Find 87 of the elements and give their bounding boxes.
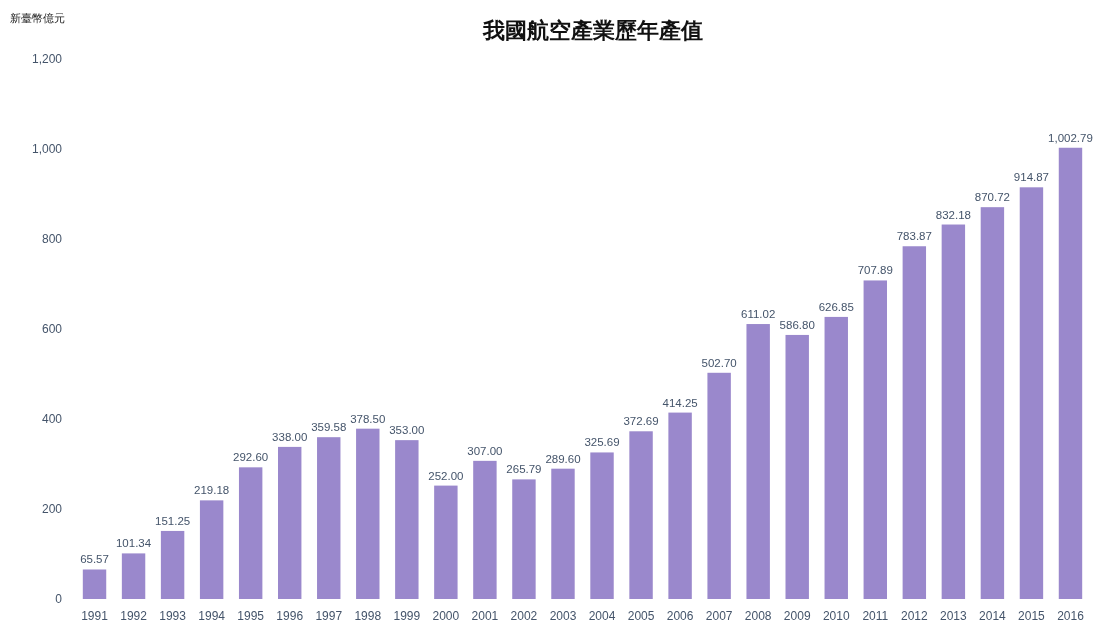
data-label: 65.57 (80, 553, 109, 566)
data-label: 783.87 (896, 230, 932, 243)
y-tick-label: 200 (41, 502, 63, 516)
x-tick-label: 2008 (744, 609, 772, 622)
x-tick-label: 1992 (120, 609, 148, 622)
data-label: 611.02 (741, 308, 776, 321)
x-tick-label: 2000 (432, 609, 460, 622)
data-label: 832.18 (935, 208, 971, 221)
bar (1058, 147, 1083, 599)
bar (551, 468, 575, 599)
bar (473, 460, 497, 599)
data-label: 292.60 (233, 451, 269, 464)
y-tick-label: 800 (41, 232, 63, 246)
data-label: 338.00 (272, 430, 308, 443)
bar (434, 485, 458, 599)
bar (160, 530, 185, 599)
x-tick-label: 1991 (81, 609, 109, 622)
x-tick-label: 2012 (900, 609, 928, 622)
bar (317, 437, 341, 599)
data-label: 414.25 (662, 396, 698, 409)
x-tick-label: 2003 (549, 609, 577, 622)
data-label: 870.72 (974, 191, 1010, 204)
x-tick-label: 1995 (237, 609, 265, 622)
data-label: 707.89 (857, 264, 893, 277)
data-label: 378.50 (350, 412, 386, 425)
bar (746, 324, 770, 599)
x-tick-label: 2013 (940, 609, 968, 622)
x-tick-label: 2006 (666, 609, 694, 622)
data-label: 252.00 (428, 469, 464, 482)
x-tick-label: 2011 (862, 609, 889, 622)
bar (356, 428, 380, 599)
y-tick-label: 600 (41, 322, 63, 336)
x-tick-label: 2009 (783, 609, 811, 622)
bar (238, 467, 263, 599)
data-label: 289.60 (545, 452, 581, 465)
y-tick-label: 0 (55, 592, 63, 606)
bar (785, 334, 809, 599)
bar (668, 412, 692, 599)
x-tick-label: 1998 (354, 609, 382, 622)
data-label: 101.34 (115, 537, 152, 550)
x-tick-label: 1999 (393, 609, 421, 622)
bar (824, 316, 848, 599)
bar (82, 569, 107, 599)
bar (512, 479, 536, 599)
x-tick-label: 2016 (1057, 609, 1085, 622)
y-tick-label: 400 (41, 412, 63, 426)
bar (199, 500, 224, 599)
data-label: 307.00 (467, 444, 503, 457)
data-label: 353.00 (389, 424, 425, 437)
data-label: 359.58 (311, 421, 347, 434)
bar (1019, 187, 1044, 599)
y-tick-label: 1,200 (31, 52, 63, 66)
chart-title: 我國航空產業歷年產值 (481, 17, 703, 43)
data-label: 502.70 (701, 356, 737, 369)
x-tick-label: 1993 (159, 609, 187, 622)
bar (121, 553, 146, 599)
data-label: 586.80 (779, 318, 815, 331)
x-tick-label: 2015 (1018, 609, 1046, 622)
x-tick-label: 2005 (627, 609, 655, 622)
data-label: 372.69 (623, 415, 659, 428)
bar (863, 280, 887, 599)
bar (590, 452, 614, 599)
x-tick-label: 2010 (822, 609, 850, 622)
x-tick-label: 2007 (705, 609, 733, 622)
x-tick-label: 2014 (979, 609, 1007, 622)
bar (278, 446, 302, 599)
data-label: 219.18 (194, 484, 230, 497)
data-label: 626.85 (818, 300, 854, 313)
data-label: 1,002.79 (1048, 131, 1093, 144)
x-tick-label: 1994 (198, 609, 226, 622)
x-tick-label: 1996 (276, 609, 304, 622)
y-tick-label: 1,000 (31, 142, 63, 156)
bar (941, 224, 966, 599)
x-tick-label: 2002 (510, 609, 538, 622)
bar (707, 372, 731, 599)
bar (902, 246, 927, 599)
bar (629, 431, 653, 599)
x-tick-label: 2001 (471, 609, 499, 622)
data-label: 325.69 (584, 436, 620, 449)
data-label: 265.79 (506, 463, 542, 476)
x-tick-label: 2004 (588, 609, 616, 622)
data-label: 151.25 (155, 514, 191, 527)
y-axis-title: 新臺幣億元 (10, 12, 65, 25)
data-label: 914.87 (1013, 171, 1050, 184)
x-tick-label: 1997 (315, 609, 343, 622)
bar (980, 207, 1005, 599)
bar (395, 440, 419, 599)
